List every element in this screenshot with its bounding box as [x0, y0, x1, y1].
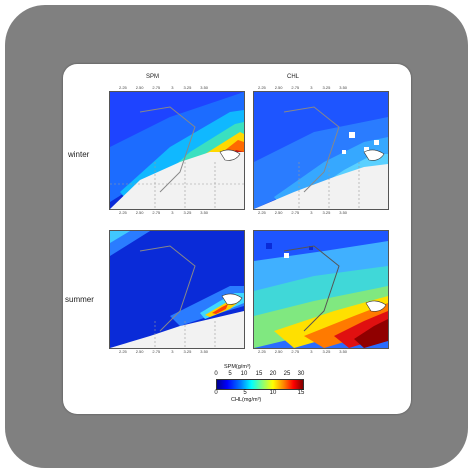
tick: 15: [297, 390, 305, 396]
colorbar-gradient: [216, 379, 304, 390]
tick: 10: [269, 390, 277, 396]
tick: 3: [171, 210, 174, 215]
tick: 15: [255, 371, 263, 377]
map-panel-spm-summer: [109, 230, 245, 349]
tick: 2.25: [119, 349, 127, 354]
tick: 2.25: [258, 85, 266, 90]
map-panel-chl-winter: [253, 91, 389, 210]
tick: 5: [243, 390, 247, 396]
bottom-ticks-left-summer: 2.25 2.50 2.75 3 3.25 3.50: [119, 349, 208, 354]
tick: 10: [240, 371, 248, 377]
tick: 3.50: [339, 349, 348, 354]
tick: 2.50: [135, 210, 144, 215]
tick: 0: [214, 390, 218, 396]
tick: 2.75: [152, 85, 161, 90]
tick: 2.75: [152, 210, 161, 215]
tick: 0: [214, 371, 218, 377]
tick: 3.50: [200, 210, 209, 215]
tick: 20: [269, 371, 277, 377]
bottom-ticks-right: 2.25 2.50 2.75 3 3.25 3.50: [258, 210, 347, 215]
colorbar-spm-label: SPM(g/m³): [224, 364, 251, 370]
row-label-summer: summer: [65, 295, 94, 304]
tick: 2.25: [258, 210, 266, 215]
bottom-ticks-left: 2.25 2.50 2.75 3 3.25 3.50: [119, 210, 208, 215]
map-panel-spm-winter: [109, 91, 245, 210]
column-title-chl: CHL: [287, 74, 300, 80]
tick: 2.50: [135, 349, 144, 354]
tick: 3.25: [183, 85, 192, 90]
tick: 25: [283, 371, 291, 377]
tick: 2.25: [258, 349, 266, 354]
tick: 3: [171, 349, 174, 354]
tick: 5: [228, 371, 232, 377]
tick: 3.50: [200, 85, 209, 90]
tick: 2.75: [152, 349, 161, 354]
colorbar-chl-ticks: 0 5 10 15: [214, 390, 306, 398]
tick: 3.50: [339, 210, 348, 215]
bottom-ticks-right-summer: 2.25 2.50 2.75 3 3.25 3.50: [258, 349, 347, 354]
tick: 2.50: [274, 210, 283, 215]
colorbar-chl-label: CHL(mg/m³): [231, 397, 262, 403]
tick: 3.25: [183, 349, 192, 354]
tick: 2.50: [135, 85, 144, 90]
column-title-spm: SPM: [146, 74, 160, 80]
tick: 3.25: [322, 349, 331, 354]
top-ticks-right: 2.25 2.50 2.75 3 3.25 3.50: [258, 85, 347, 90]
tick: 2.50: [274, 85, 283, 90]
row-label-winter: winter: [68, 150, 90, 159]
tick: 30: [297, 371, 305, 377]
tick: 2.75: [291, 210, 300, 215]
colorbar-spm-ticks: 0 5 10 15 20 25 30: [214, 371, 306, 379]
tick: 3: [310, 85, 313, 90]
tick: 3: [171, 85, 174, 90]
tick: 3.50: [200, 349, 209, 354]
tick: 2.50: [274, 349, 283, 354]
tick: 2.25: [119, 85, 127, 90]
top-ticks-left: 2.25 2.50 2.75 3 3.25 3.50: [119, 85, 208, 90]
tick: 2.75: [291, 349, 300, 354]
tick: 3: [310, 210, 313, 215]
tick: 3.25: [183, 210, 192, 215]
tick: 3.25: [322, 85, 331, 90]
tick: 3.25: [322, 210, 331, 215]
tick: 3.50: [339, 85, 348, 90]
tick: 2.25: [119, 210, 127, 215]
tick: 3: [310, 349, 313, 354]
figure-card: SPM CHL winter summer 2.25 2.50 2.75 3 3…: [63, 64, 411, 414]
map-panel-chl-summer: [253, 230, 389, 349]
tick: 2.75: [291, 85, 300, 90]
